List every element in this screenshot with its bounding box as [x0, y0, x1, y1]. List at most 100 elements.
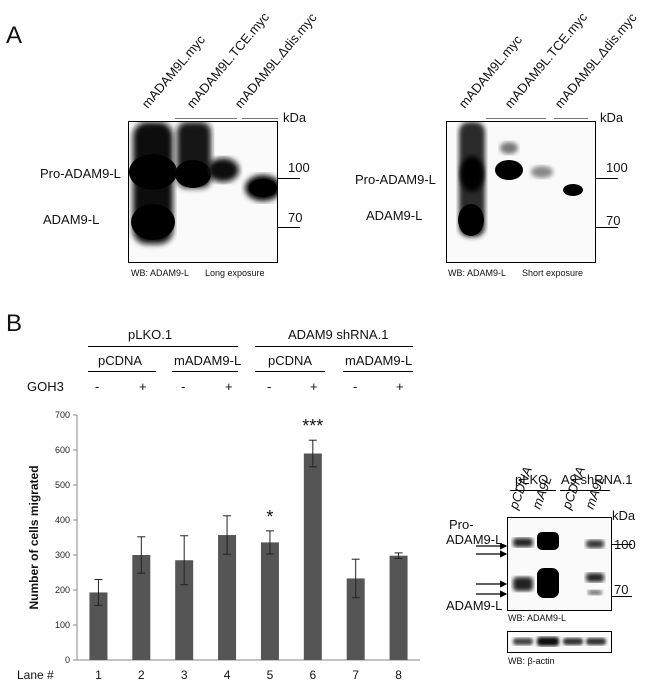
- band-r-lane3-pro: [531, 166, 553, 178]
- lane-underline-left-1: [175, 118, 237, 119]
- band-lane1-mature: [131, 204, 175, 240]
- group-plko-line: [88, 346, 238, 347]
- panel-a-letter: A: [6, 22, 23, 49]
- bar-2: [132, 555, 151, 660]
- wb-label-left: WB: ADAM9-L: [131, 268, 190, 278]
- blot-group-line-1: [510, 490, 556, 491]
- lane-label-left-3: mADAM9L.Δdis.myc: [231, 10, 320, 111]
- y-tick-label: 600: [55, 445, 70, 455]
- band-lane2-pro: [175, 160, 211, 188]
- y-tick-label: 700: [55, 410, 70, 420]
- western-blot-small: [507, 517, 612, 611]
- bar-1: [89, 592, 108, 660]
- adam9-label-right: ADAM9-L: [366, 208, 423, 223]
- bar-8: [389, 555, 408, 660]
- band-r-lane1-pro: [460, 156, 484, 192]
- band-r-lane1-mature: [458, 204, 484, 236]
- blot-arrows: [476, 544, 508, 598]
- bar-5: [260, 542, 279, 660]
- goh3-label: GOH3: [27, 379, 64, 394]
- kda-label-left: kDa: [283, 110, 307, 125]
- x-tick-label: 2: [138, 668, 145, 682]
- exposure-label-left: Long exposure: [205, 268, 265, 278]
- lane-underline-left-2: [242, 118, 278, 119]
- band-s-lane2-pro: [537, 532, 559, 550]
- x-tick-label: 3: [181, 668, 188, 682]
- band-s-lane1-pro: [513, 538, 533, 547]
- band-actin-4: [586, 638, 606, 645]
- sub-line-3: [255, 371, 325, 372]
- y-tick-label: 100: [55, 620, 70, 630]
- band-actin-1: [513, 638, 533, 645]
- adam9-label-left: ADAM9-L: [43, 212, 100, 227]
- western-blot-right: [446, 121, 596, 263]
- pro-adam9-label-left: Pro-ADAM9-L: [40, 166, 121, 181]
- sub-line-4: [343, 371, 413, 372]
- blot-kda: kDa: [612, 508, 636, 523]
- marker-70-tick-left: [278, 227, 300, 228]
- blot-mature-label: ADAM9-L: [446, 598, 503, 613]
- significance-mark-5: *: [266, 507, 273, 527]
- band-r-lane2-top: [500, 142, 518, 154]
- y-tick-label: 200: [55, 585, 70, 595]
- x-axis-label: Lane #: [17, 668, 54, 682]
- exposure-label-right: Short exposure: [522, 268, 584, 278]
- pro-adam9-label-right: Pro-ADAM9-L: [355, 172, 436, 187]
- blot-pro-label-2: ADAM9-L: [446, 532, 503, 547]
- goh3-sign-1: -: [95, 379, 100, 394]
- marker-100-tick-left: [278, 178, 300, 179]
- lane-label-right-2: mADAM9L.TCE.myc: [501, 9, 591, 111]
- x-tick-label: 8: [395, 668, 402, 682]
- marker-70-right: 70: [606, 213, 621, 228]
- blot-group-line-2: [560, 490, 610, 491]
- blot-pro-label-1: Pro-: [449, 517, 474, 532]
- band-s-lane4-mat: [586, 573, 604, 582]
- blot-group-shrna: A9 shRNA.1: [561, 472, 633, 487]
- blot-marker-100: 100: [614, 537, 636, 552]
- blot-group-plko: pLKO: [515, 472, 549, 487]
- migration-bar-chart: 0 100 200 300 400 500 600 700 Number of cells mi…: [17, 410, 420, 682]
- band-s-lane4-pro: [586, 540, 604, 548]
- marker-70-left: 70: [288, 210, 303, 225]
- band-r-lane2-pro: [495, 160, 523, 180]
- blot-bands-right: [458, 122, 583, 237]
- sub-pcdna-2: pCDNA: [268, 353, 313, 368]
- group-shrna-line: [255, 346, 413, 347]
- wb-label-right: WB: ADAM9-L: [448, 268, 507, 278]
- bar-4: [218, 535, 237, 660]
- goh3-sign-8: +: [396, 379, 404, 394]
- blot-wb-label: WB: ADAM9-L: [508, 613, 567, 623]
- lane-label-left-2: mADAM9L.TCE.myc: [183, 9, 273, 111]
- band-s-lane4-low: [588, 590, 602, 595]
- sub-madam9l-1: mADAM9-L: [174, 353, 242, 368]
- band-lane3-pro: [207, 158, 239, 182]
- sub-line-2: [172, 371, 238, 372]
- blot-marker-100-tick: [612, 544, 632, 545]
- goh3-sign-6: +: [310, 379, 318, 394]
- x-tick-label: 5: [267, 668, 274, 682]
- goh3-sign-3: -: [181, 379, 186, 394]
- y-tick-label: 400: [55, 515, 70, 525]
- blot-marker-70-tick: [612, 596, 632, 597]
- group-plko: pLKO.1: [128, 327, 173, 342]
- lane-underline-right-2: [554, 118, 588, 119]
- x-tick-label: 1: [95, 668, 102, 682]
- panel-b-letter: B: [6, 310, 23, 337]
- lane-underline-right-1: [486, 118, 546, 119]
- goh3-sign-5: -: [267, 379, 272, 394]
- marker-100-tick-right: [596, 178, 618, 179]
- band-lane4-core: [249, 179, 277, 197]
- band-s-lane1-mat: [513, 577, 533, 591]
- y-axis-label: Number of cells migrated: [27, 465, 41, 609]
- blot-bands-small: [513, 532, 604, 598]
- y-tick-label: 300: [55, 550, 70, 560]
- bar-7: [346, 578, 365, 660]
- sub-pcdna-1: pCDNA: [98, 353, 143, 368]
- significance-mark-6: ***: [302, 416, 323, 436]
- band-actin-2: [537, 637, 559, 646]
- band-actin-3: [563, 638, 583, 645]
- band-s-lane2-mat: [537, 568, 559, 598]
- sub-madam9l-2: mADAM9-L: [345, 353, 413, 368]
- y-tick-label: 500: [55, 480, 70, 490]
- western-blot-left: [128, 121, 278, 263]
